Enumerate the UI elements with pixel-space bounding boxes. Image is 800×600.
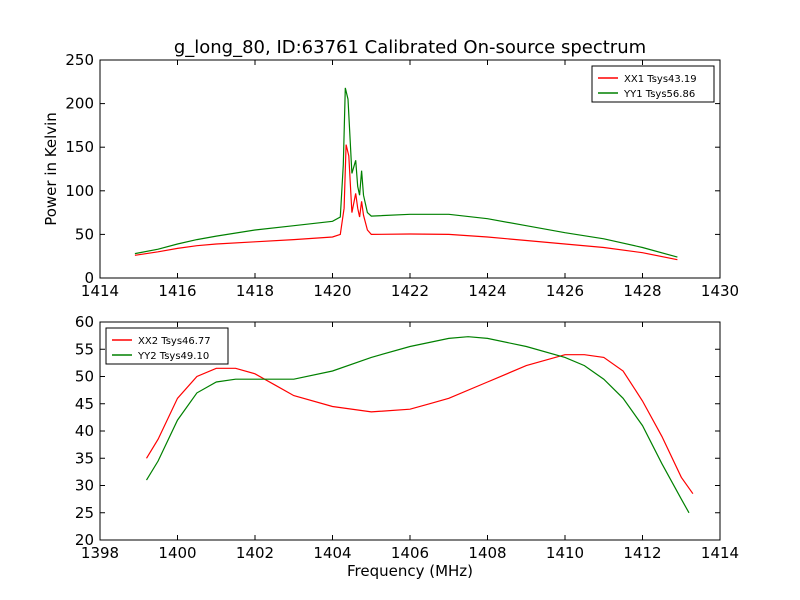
y-tick-label: 60 [75,313,94,331]
x-tick-label: 1420 [313,282,351,300]
x-tick-label: 1398 [81,544,119,562]
legend-label: XX2 Tsys46.77 [138,336,211,347]
y-tick-label: 50 [75,225,94,243]
x-tick-label: 1414 [701,544,739,562]
legend-label: YY1 Tsys56.86 [623,89,695,100]
y-tick-label: 25 [75,504,94,522]
x-tick-label: 1400 [158,544,196,562]
chart-title: g_long_80, ID:63761 Calibrated On-source… [174,37,646,58]
plots-group: 1414 1416 1418 1420 1422 1424 1426 1428 14300501… [42,51,739,580]
y-tick-label: 0 [84,269,94,287]
y-tick-label: 55 [75,340,94,358]
y-tick-label: 45 [75,395,94,413]
legend-label: XX1 Tsys43.19 [624,74,697,85]
x-axis-label: Frequency (MHz) [347,562,473,580]
legend-label: YY2 Tsys49.10 [137,351,209,362]
y-tick-label: 50 [75,368,94,386]
y-tick-label: 100 [65,182,94,200]
legend-box [591,65,715,103]
legend-box [105,327,229,365]
x-tick-label: 1408 [468,544,506,562]
legend-1: XX1 Tsys43.19 YY1 Tsys56.86 [591,65,715,103]
y-tick-label: 40 [75,422,94,440]
x-tick-label: 1422 [391,282,429,300]
legend-2: XX2 Tsys46.77 YY2 Tsys49.10 [105,327,229,365]
x-tick-label: 1418 [236,282,274,300]
x-tick-label: 1428 [623,282,661,300]
series-line-2-2 [145,336,690,514]
x-tick-label: 1406 [391,544,429,562]
y-tick-label: 35 [75,449,94,467]
series-line-2-1 [145,354,694,495]
x-tick-label: 1412 [623,544,661,562]
series-line-1-2 [134,87,678,258]
y-tick-label: 30 [75,477,94,495]
x-tick-label: 1426 [546,282,584,300]
x-tick-label: 1414 [81,282,119,300]
plot-2: 1398 1400 1402 1404 1406 1408 1410 1412 1414 20 25… [75,313,739,580]
x-tick-label: 1410 [546,544,584,562]
y-tick-label: 20 [75,531,94,549]
y-tick-label: 250 [65,51,94,69]
y-tick-label: 200 [65,95,94,113]
series-line-1-1 [134,144,678,261]
y-axis-label: Power in Kelvin [42,112,60,226]
x-tick-label: 1430 [701,282,739,300]
plot-1: 1414 1416 1418 1420 1422 1424 1426 1428 1430 0 50 1… [42,51,739,300]
y-tick-label: 150 [65,138,94,156]
x-tick-label: 1404 [313,544,351,562]
x-tick-label: 1424 [468,282,506,300]
x-tick-label: 1416 [158,282,196,300]
x-tick-label: 1402 [236,544,274,562]
